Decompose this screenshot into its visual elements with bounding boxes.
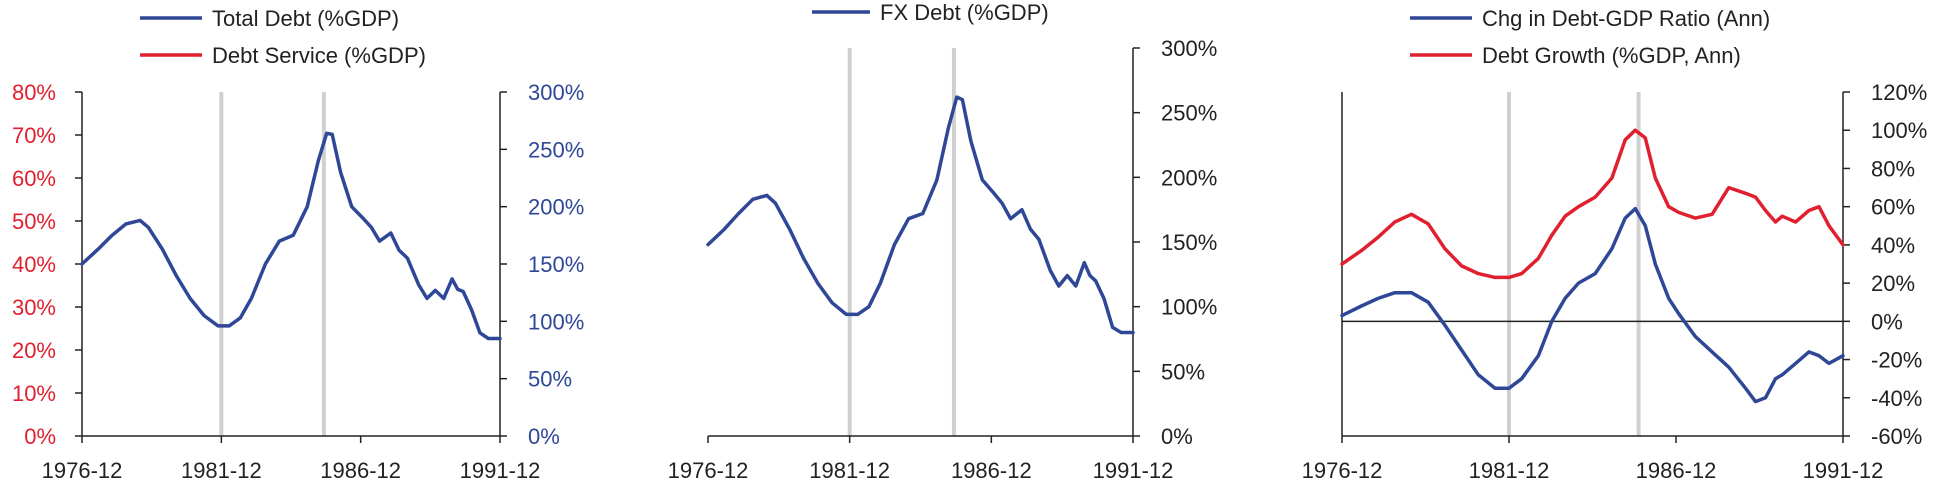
chart-panel-2: FX Debt (%GDP) <box>706 0 1140 443</box>
right-y-tick-label: 100% <box>1871 118 1927 143</box>
right-y-tick-label: -60% <box>1871 424 1922 449</box>
left-y-tick-label: 10% <box>12 381 56 406</box>
x-tick-label: 1991-12 <box>1803 458 1884 482</box>
right-y-tick-label: 40% <box>1871 233 1915 258</box>
x-tick-label: 1986-12 <box>320 458 401 482</box>
series-line-1 <box>80 131 502 341</box>
right-y-tick-label: 100% <box>1161 295 1217 320</box>
right-y-tick-label: 200% <box>528 195 584 220</box>
series-line-1 <box>1340 206 1845 404</box>
right-y-tick-label: 80% <box>1871 156 1915 181</box>
right-y-tick-label: 50% <box>1161 359 1205 384</box>
left-y-tick-label: 70% <box>12 123 56 148</box>
x-tick-label: 1976-12 <box>42 458 123 482</box>
right-y-tick-label: 120% <box>1871 80 1927 105</box>
x-tick-label: 1976-12 <box>1302 458 1383 482</box>
right-y-tick-label: 100% <box>528 309 584 334</box>
left-y-tick-label: 30% <box>12 295 56 320</box>
x-tick-label: 1981-12 <box>1469 458 1550 482</box>
right-y-tick-label: 250% <box>1161 101 1217 126</box>
x-tick-label: 1981-12 <box>181 458 262 482</box>
x-tick-label: 1986-12 <box>951 458 1032 482</box>
right-y-tick-label: 0% <box>528 424 560 449</box>
right-y-tick-label: 150% <box>528 252 584 277</box>
left-y-tick-label: 0% <box>24 424 56 449</box>
right-y-tick-label: 300% <box>1161 36 1217 61</box>
right-y-tick-label: 250% <box>528 137 584 162</box>
left-y-tick-label: 80% <box>12 80 56 105</box>
x-tick-label: 1991-12 <box>1093 458 1174 482</box>
x-tick-label: 1986-12 <box>1636 458 1717 482</box>
legend-label: Chg in Debt-GDP Ratio (Ann) <box>1482 6 1770 31</box>
left-y-tick-label: 20% <box>12 338 56 363</box>
right-y-tick-label: 300% <box>528 80 584 105</box>
x-tick-label: 1976-12 <box>668 458 749 482</box>
series-line-2 <box>1340 128 1845 280</box>
right-y-tick-label: 150% <box>1161 230 1217 255</box>
right-y-tick-label: 200% <box>1161 165 1217 190</box>
left-y-tick-label: 60% <box>12 166 56 191</box>
legend-label: FX Debt (%GDP) <box>880 0 1049 25</box>
right-y-tick-label: -20% <box>1871 348 1922 373</box>
right-y-tick-label: 60% <box>1871 195 1915 220</box>
legend-label: Debt Service (%GDP) <box>212 43 426 68</box>
right-y-tick-label: 20% <box>1871 271 1915 296</box>
right-y-tick-label: 50% <box>528 367 572 392</box>
legend-label: Debt Growth (%GDP, Ann) <box>1482 43 1741 68</box>
x-tick-label: 1991-12 <box>460 458 541 482</box>
left-y-tick-label: 40% <box>12 252 56 277</box>
series-line-1 <box>706 95 1135 335</box>
right-y-tick-label: -40% <box>1871 386 1922 411</box>
left-y-tick-label: 50% <box>12 209 56 234</box>
chart-panel-1: Total Debt (%GDP) Debt Service (%GDP) <box>75 6 507 443</box>
legend-label: Total Debt (%GDP) <box>212 6 399 31</box>
x-tick-label: 1981-12 <box>809 458 890 482</box>
chart-panel-3: Chg in Debt-GDP Ratio (Ann) Debt Growth (… <box>1340 6 1850 443</box>
right-y-tick-label: 0% <box>1871 309 1903 334</box>
right-y-tick-label: 0% <box>1161 424 1193 449</box>
